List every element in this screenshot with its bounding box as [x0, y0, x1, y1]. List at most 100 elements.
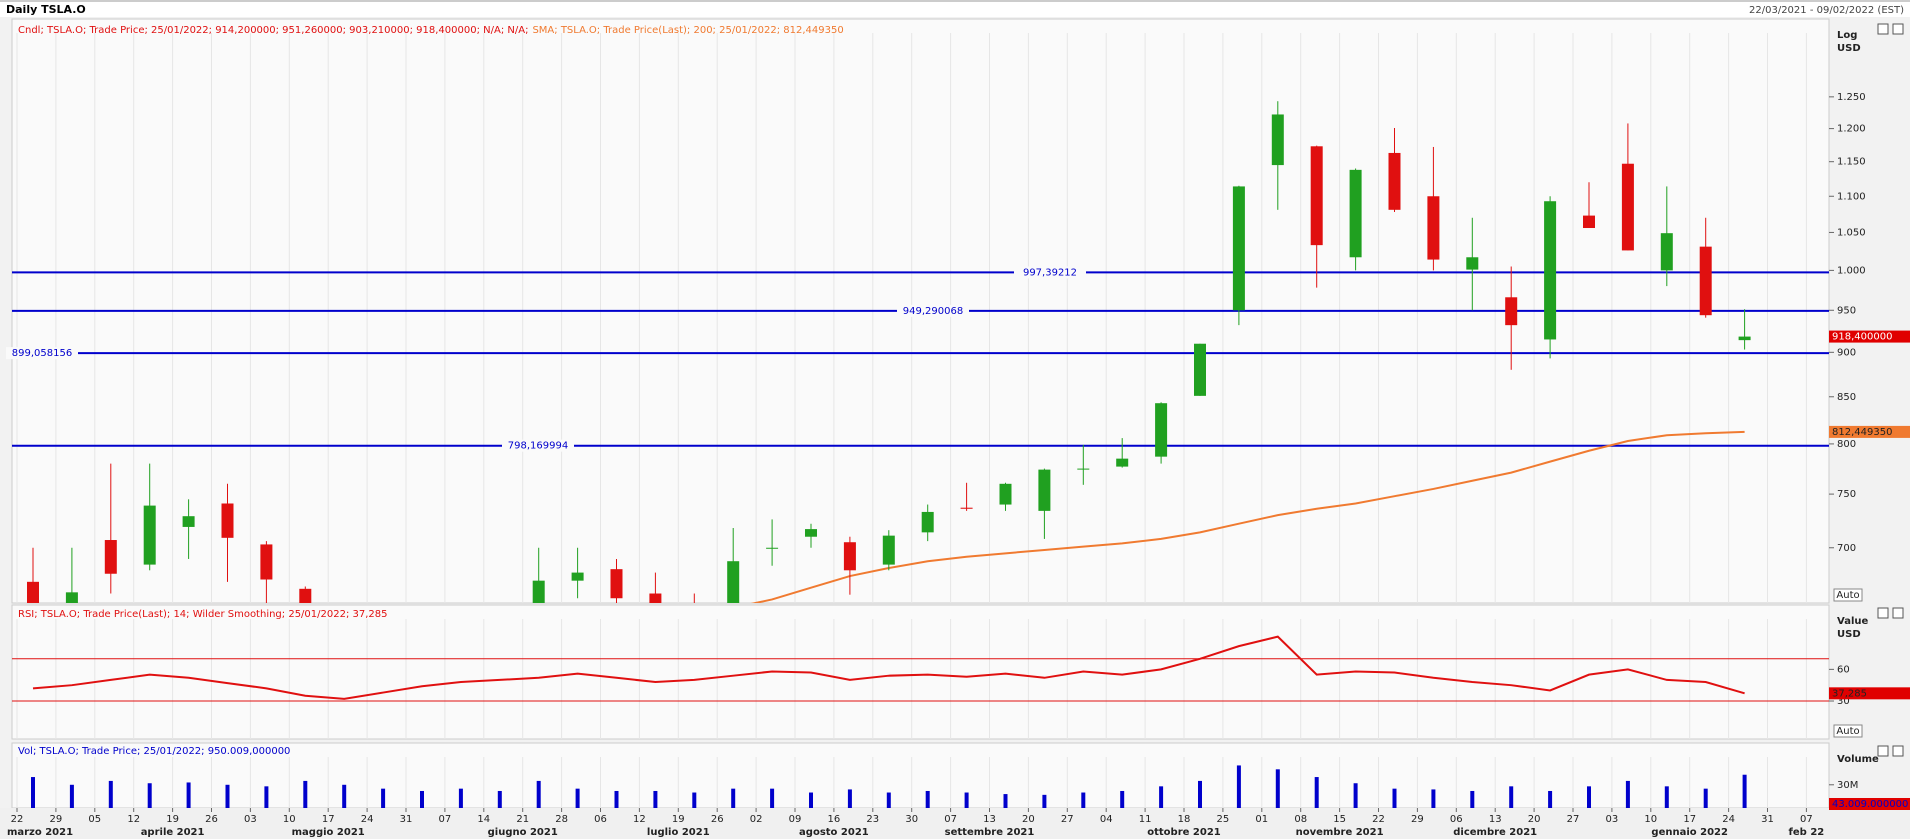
candle-body: [1738, 336, 1751, 341]
x-tick-label: 26: [711, 814, 724, 825]
x-tick-label: 17: [322, 814, 335, 825]
volume-bar: [1353, 783, 1358, 808]
legend: Vol; TSLA.O; Trade Price; 25/01/2022; 95…: [18, 746, 290, 757]
volume-bar: [1042, 794, 1047, 808]
candle-body: [843, 542, 856, 571]
y-tick-label: 1.000: [1837, 265, 1866, 276]
x-tick-label: 09: [789, 814, 802, 825]
volume-bar: [458, 788, 463, 808]
volume-bar: [614, 790, 619, 808]
x-tick-label: 28: [555, 814, 568, 825]
auto-button[interactable]: [1833, 724, 1863, 738]
axis-label: Value: [1837, 616, 1868, 627]
x-tick-label: 19: [166, 814, 179, 825]
hline-label-bg: [1014, 266, 1086, 279]
x-tick-label: 07: [439, 814, 452, 825]
volume-bar: [731, 788, 736, 808]
y-tick-label: 700: [1837, 543, 1856, 554]
candle-body: [571, 572, 584, 581]
auto-button-label: Auto: [1836, 590, 1859, 601]
candle-body: [1232, 186, 1245, 311]
candle-body: [1388, 152, 1401, 210]
x-tick-label: 13: [983, 814, 996, 825]
volume-bar: [1159, 786, 1164, 808]
candle-body: [805, 529, 817, 537]
restore-button[interactable]: [1877, 607, 1889, 619]
x-tick-label: 10: [1644, 814, 1657, 825]
x-tick-label: 22: [11, 814, 24, 825]
x-tick-label: 20: [1022, 814, 1035, 825]
y-tick-label: 1.150: [1837, 157, 1866, 168]
volume-bar: [31, 777, 35, 808]
volume-bar: [1587, 786, 1591, 808]
x-tick-label: 14: [477, 814, 490, 825]
close-button[interactable]: [1892, 745, 1904, 757]
volume-bar: [225, 784, 230, 808]
volume-bar: [381, 788, 386, 808]
x-tick-label: 27: [1061, 814, 1074, 825]
last-volume-label: 43.009.000000: [1832, 799, 1908, 810]
volume-bar: [847, 789, 852, 808]
candle-body: [1660, 233, 1673, 271]
last-value-label: 37,285: [1832, 688, 1867, 699]
month-label: gennaio 2022: [1651, 827, 1728, 838]
volume-bar: [536, 780, 541, 808]
candle-body: [1427, 196, 1440, 260]
y-tick-label: 1.100: [1837, 191, 1866, 202]
panel-controls: [1877, 23, 1904, 757]
hline-label: 899,058156: [12, 348, 72, 359]
candle-body: [766, 547, 779, 549]
axis-label: USD: [1837, 43, 1861, 54]
y-tick-label: 800: [1837, 439, 1856, 450]
candle-body: [1271, 114, 1284, 166]
hline-label-bg: [6, 347, 78, 360]
auto-button-label: Auto: [1836, 726, 1859, 737]
x-tick-label: 26: [205, 814, 218, 825]
x-tick-label: 10: [283, 814, 296, 825]
candle-body: [260, 544, 273, 580]
candle-body: [1583, 215, 1595, 229]
auto-button[interactable]: [1833, 588, 1863, 602]
hline-label: 798,169994: [508, 441, 568, 452]
restore-button[interactable]: [1877, 745, 1889, 757]
hline-label-bg: [502, 439, 574, 452]
x-tick-label: 06: [1450, 814, 1463, 825]
x-tick-label: 01: [1255, 814, 1268, 825]
x-tick-label: 27: [1567, 814, 1580, 825]
volume-bar: [342, 784, 347, 808]
volume-bar: [925, 790, 930, 808]
close-button[interactable]: [1892, 607, 1904, 619]
volume-bar: [1664, 786, 1669, 808]
volume-bar: [1236, 765, 1241, 808]
volume-bar: [886, 792, 891, 808]
sma-last-box: [1829, 425, 1910, 438]
candle-body: [182, 516, 195, 527]
window-title: Daily TSLA.O: [6, 3, 86, 16]
y-tick-label: 850: [1837, 392, 1856, 403]
month-label: ottobre 2021: [1147, 827, 1221, 838]
candle-body: [1310, 146, 1323, 246]
month-label: aprile 2021: [141, 827, 205, 838]
restore-button[interactable]: [1877, 23, 1889, 35]
x-tick-label: 29: [1411, 814, 1424, 825]
x-tick-label: 12: [127, 814, 140, 825]
candle-body: [1699, 246, 1712, 316]
last-volume-box: [1829, 798, 1910, 810]
y-tick-label: 1.050: [1837, 227, 1866, 238]
volume-bar: [1392, 788, 1397, 808]
close-button[interactable]: [1892, 23, 1904, 35]
candle-body: [1038, 469, 1051, 511]
candle-body: [221, 503, 234, 538]
month-label: luglio 2021: [647, 827, 710, 838]
candle-body: [1077, 468, 1090, 470]
volume-bar: [1548, 790, 1553, 808]
volume-bar: [575, 788, 580, 808]
candle-body: [1544, 201, 1557, 340]
month-label: agosto 2021: [799, 827, 869, 838]
date-range: 22/03/2021 - 09/02/2022 (EST): [1749, 5, 1904, 16]
volume-bar: [264, 786, 269, 808]
volume-bar: [1470, 790, 1475, 808]
hline-label: 949,290068: [903, 306, 963, 317]
volume-bar: [692, 792, 697, 808]
